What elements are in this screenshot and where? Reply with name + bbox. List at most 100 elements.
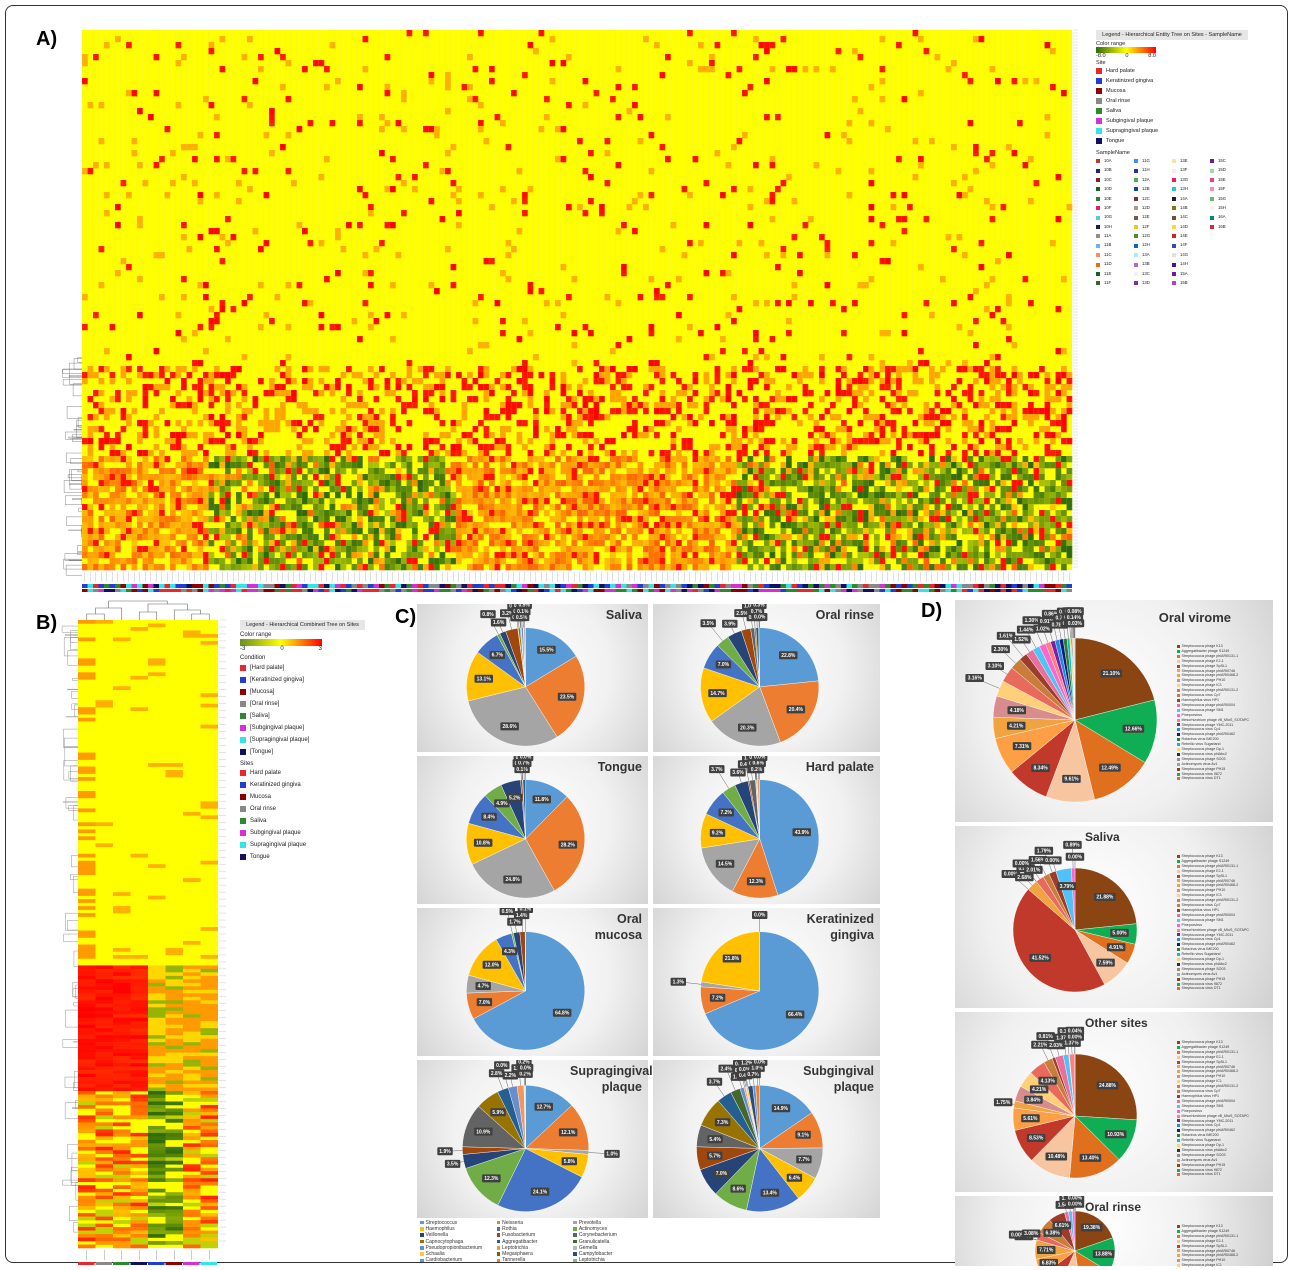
virome-legend-item: Streptococcus phage phiARI0746 [1177, 669, 1249, 674]
legend-swatch [1177, 884, 1180, 888]
legend-swatch [1177, 767, 1180, 771]
genus-legend-item: Cardiobacterium [420, 1257, 497, 1264]
legend-a-site-label: Mucosa [1106, 88, 1126, 95]
pie-data-label: 6.61% [1052, 1221, 1071, 1230]
legend-a-sample-label: 10E [1104, 195, 1112, 201]
legend-a-sample-item: 15C [1210, 157, 1248, 166]
legend-a-sample-item: 13F [1172, 166, 1210, 175]
virome-legend-item: Rebellio virus Sugarland [1177, 1138, 1249, 1143]
legend-swatch [1096, 118, 1102, 125]
legend-swatch [1177, 874, 1180, 878]
pie-data-label: 3.5% [700, 619, 716, 628]
legend-b-label: [Supragingival plaque] [250, 736, 310, 743]
legend-swatch [1172, 168, 1176, 173]
legend-a-sample-item: 13G [1172, 175, 1210, 184]
genus-legend-item: Megasphaera [496, 1251, 574, 1257]
legend-swatch [1177, 943, 1180, 947]
pie-data-label: 2.21% [1031, 1040, 1050, 1049]
legend-swatch [240, 842, 246, 849]
legend-swatch [240, 806, 246, 813]
pie-data-label: 2.8% [488, 1069, 505, 1078]
virome-legend-label: Mesorhizobium phage vB_MIoS_SOTAPC [1181, 1113, 1249, 1118]
legend-swatch [1134, 281, 1138, 286]
pie-data-label: 12.3% [482, 1174, 501, 1183]
legend-a-sample-label: 14E [1180, 233, 1188, 239]
pie-data-label: 3.84% [1024, 1095, 1043, 1104]
pie-data-label: 0.1% [514, 765, 530, 774]
legend-swatch [1177, 913, 1180, 917]
virome-legend-label: Streptococcus phage SpSL1 [1181, 1059, 1228, 1064]
pie-data-label: 3.16% [965, 674, 984, 682]
virome-legend-item: Streptococcus phage PH10 [1177, 1074, 1249, 1079]
legend-swatch [1177, 762, 1180, 766]
virome-pie-svg: 19.38%13.88%13.68%9.03%7.93%6.83%7.71%0.… [1008, 1196, 1116, 1266]
legend-b-sites-header: Sites [240, 760, 254, 767]
pie-data-label: 1.6% [490, 618, 507, 627]
pie-data-label: 1.44% [1016, 625, 1036, 634]
legend-swatch [1134, 234, 1138, 239]
legend-a-sample-label: 11C [1104, 251, 1112, 257]
legend-a-sample-item [1210, 279, 1248, 288]
legend-a-sample-label: 12C [1142, 195, 1150, 201]
virome-pie-title: Oral virome [1158, 610, 1231, 625]
pie-data-label: 0.0% [752, 613, 768, 621]
pie-data-label: 1.7% [507, 917, 523, 926]
legend-swatch [1210, 168, 1214, 173]
legend-swatch [1134, 225, 1138, 230]
legend-b-item: Mucosa [240, 791, 365, 803]
legend-swatch [1177, 1229, 1180, 1233]
pie-data-label: 24.1% [530, 1187, 550, 1196]
virome-legend-item: Streptococcus virus phiAbc2 [1177, 752, 1249, 757]
virome-legend-item: Streptococcus phage phiARI0462 [1177, 732, 1249, 737]
genus-legend-label: Granulicatella [578, 1238, 610, 1245]
virome-pie-svg: 21.88% 5.00% 4.91% 7.59% 41.52% 0.00% 2.68% 0.0… [1001, 840, 1138, 993]
legend-a-sample-item: 15F [1210, 185, 1248, 194]
virome-legend-label: Actinomyces virus Av1 [1181, 761, 1218, 766]
genus-legend-item: Granulicatella [573, 1238, 650, 1245]
legend-a-sample-item: 12C [1134, 194, 1172, 203]
pie-data-label: 1.52% [1012, 635, 1031, 644]
pie-panel-subgingival-plaque: Subgingival plaque 14.9% 9.1% 7.7% 6.4% 13.4%… [653, 1060, 880, 1218]
legend-a-color-range-label: Color range [1096, 41, 1126, 48]
pie-data-label: 0.2% [517, 1069, 533, 1078]
virome-legend-label: Streptococcus phage SM1 [1181, 917, 1224, 922]
virome-legend-item: Streptococcus phage phiARI0131-1 [1177, 864, 1249, 869]
genus-legend-item: Fusobacterium [496, 1232, 574, 1238]
legend-swatch [1096, 138, 1102, 145]
pie-slice [525, 627, 577, 688]
pie-panel-tongue: Tongue 11.8% 28.2% 24.8% 10.8% 8.4% 4.9% 5.2% 0.… [417, 756, 648, 904]
pie-slice [759, 779, 820, 896]
legend-swatch [1177, 1249, 1180, 1253]
legend-a-sample-item: 13A [1134, 251, 1172, 260]
virome-legend-label: Streptococcus phage IC1 [1181, 683, 1222, 688]
virome-legend-label: Haemophilus virus HP1 [1181, 907, 1220, 912]
legend-b-tick: -3 [240, 645, 246, 652]
legend-a-sample-item [1210, 260, 1248, 269]
virome-legend-item: Streptococcus phage SM1 [1177, 708, 1249, 713]
pie-data-label: 1.75% [993, 1098, 1013, 1107]
legend-a-sample-label: 10B [1104, 167, 1112, 173]
virome-legend-item: Streptococcus virus Cp7 [1177, 1089, 1249, 1094]
legend-swatch [1177, 1060, 1180, 1064]
legend-swatch [1134, 159, 1138, 164]
legend-swatch [1134, 168, 1138, 173]
pie-slice [525, 796, 585, 891]
virome-legend-label: Streptococcus phage SM1 [1181, 707, 1224, 712]
legend-swatch [420, 1252, 424, 1256]
genus-legend-label: Cardiobacterium [425, 1257, 463, 1264]
pie-data-label: 7.71% [1037, 1246, 1056, 1254]
pie-data-label: 19.38% [1080, 1223, 1103, 1232]
virome-legend-item: Streptococcus phage SpSL1 [1177, 1060, 1249, 1065]
legend-swatch [1134, 262, 1138, 267]
legend-a-sample-label: 14B [1180, 204, 1188, 210]
pie-data-label: 1.0% [749, 1063, 765, 1072]
virome-legend-label: Streptococcus phage IC1 [1181, 1079, 1222, 1084]
legend-swatch [1096, 206, 1100, 211]
virome-legend-item: Streptococcus phage Dp-1 [1177, 747, 1249, 752]
legend-swatch [420, 1233, 424, 1237]
virome-legend-label: Pinepoxvirus [1181, 712, 1203, 717]
legend-swatch [1177, 962, 1180, 966]
virome-legend-item: Streptococcus phage IC1 [1177, 893, 1249, 898]
pie-data-label: 0.8% [480, 610, 496, 619]
legend-a-samples: 10A 11G 13E 15C 10B 11H 13F 15D 10C 12A 13G 15E 10D 1… [1096, 157, 1248, 288]
